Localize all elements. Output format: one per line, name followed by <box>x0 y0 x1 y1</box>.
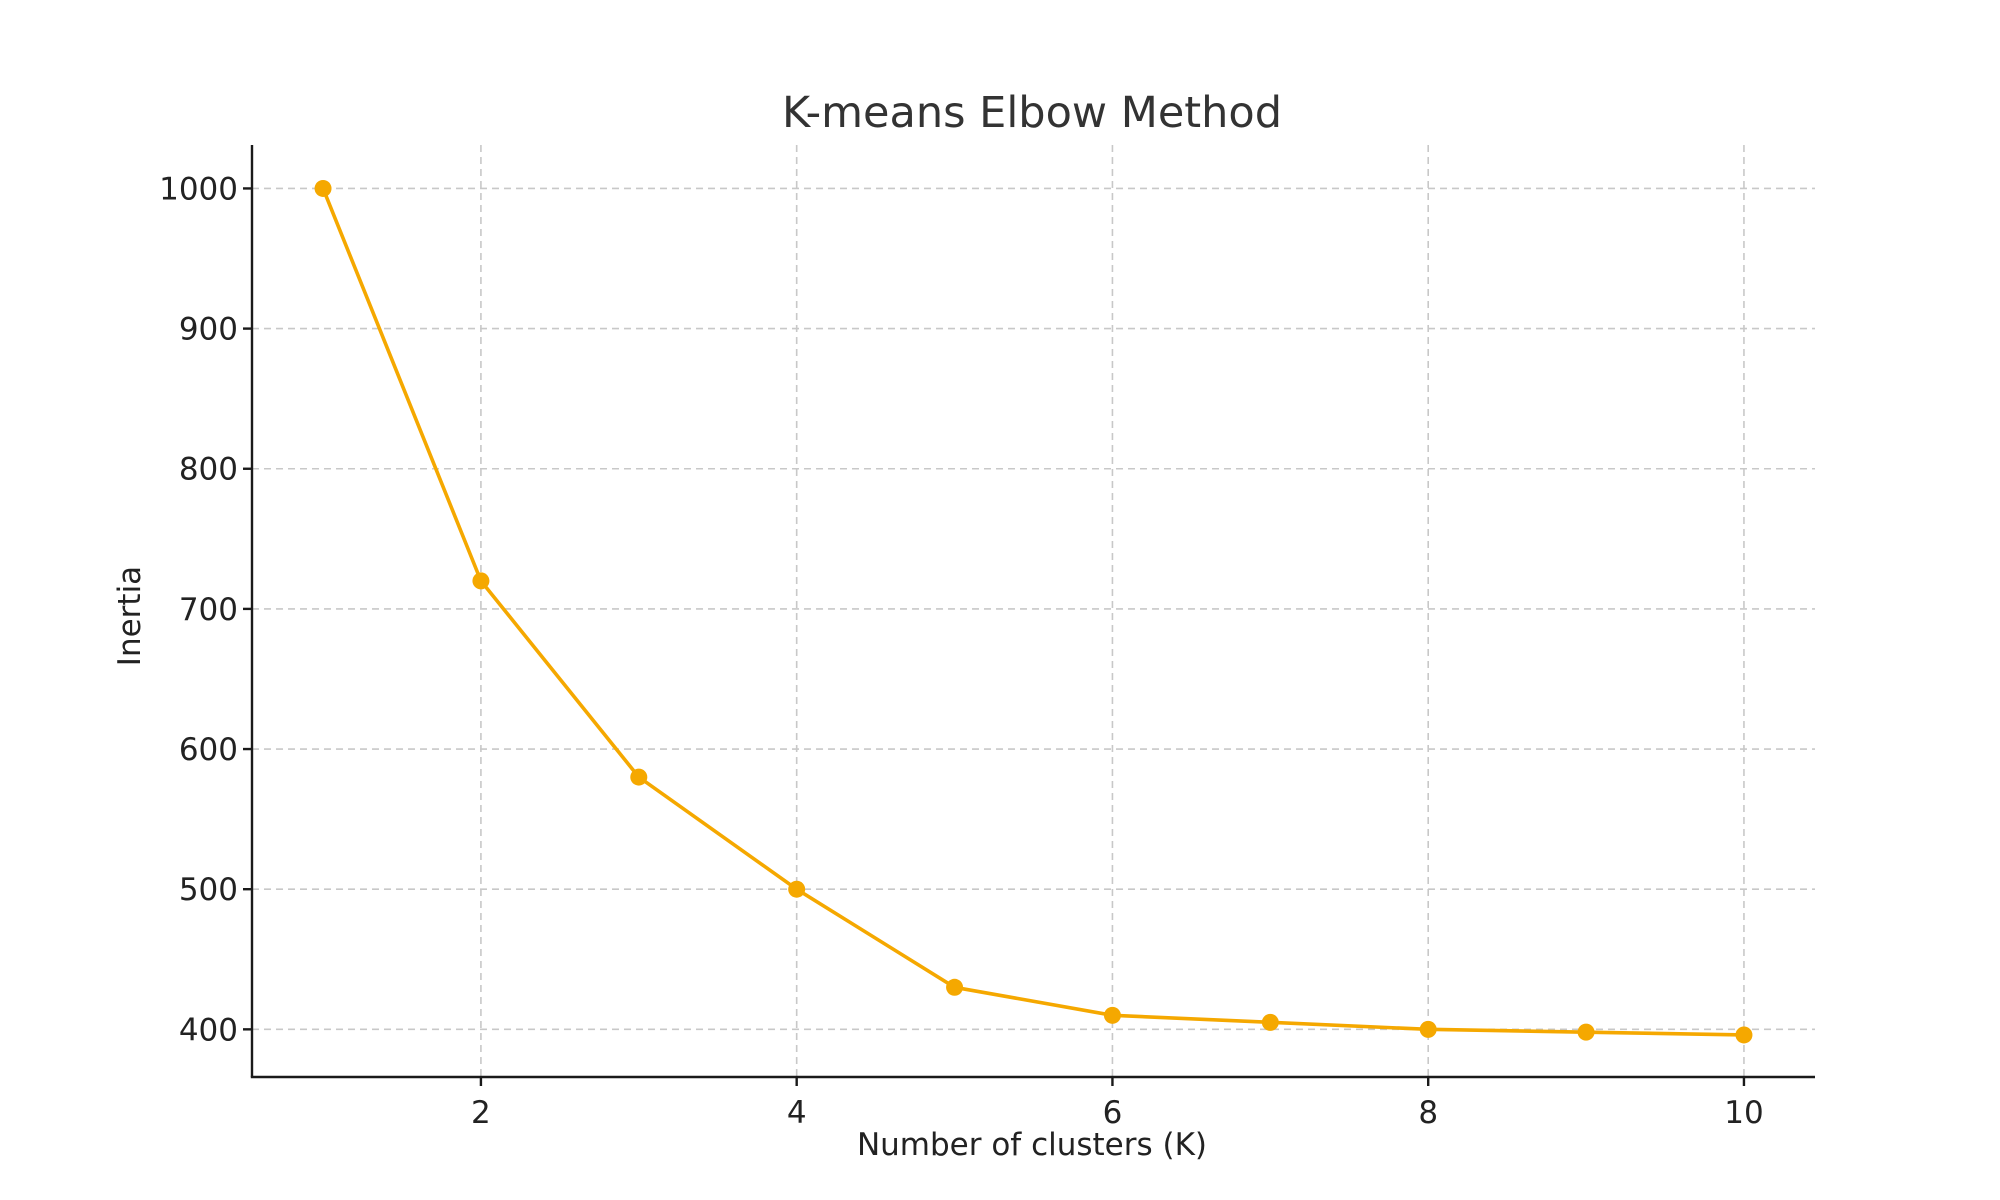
x-tick-label: 6 <box>1103 1095 1123 1131</box>
ticks: 2 4 6 8 10 400 500 600 700 800 900 1000 <box>159 171 1764 1131</box>
y-tick-label: 900 <box>179 312 238 348</box>
x-axis-label: Number of clusters (K) <box>857 1127 1207 1163</box>
y-tick-label: 400 <box>179 1012 238 1048</box>
data-point <box>788 880 806 898</box>
y-tick-label: 800 <box>179 452 238 488</box>
x-tick-label: 2 <box>471 1095 491 1131</box>
data-point <box>946 978 964 996</box>
data-point <box>1103 1006 1121 1024</box>
x-tick-label: 8 <box>1418 1095 1438 1131</box>
y-tick-label: 500 <box>179 872 238 908</box>
x-tick-label: 10 <box>1724 1095 1763 1131</box>
y-tick-label: 700 <box>179 592 238 628</box>
data-point <box>1735 1026 1753 1044</box>
chart-title: K-means Elbow Method <box>782 88 1282 138</box>
data-point <box>630 768 648 786</box>
data-point <box>1419 1020 1437 1038</box>
axes <box>250 145 1815 1079</box>
data-point <box>472 572 490 590</box>
data-point <box>314 179 332 197</box>
grid <box>252 145 1815 1077</box>
y-tick-label: 600 <box>179 732 238 768</box>
data-point <box>1577 1023 1595 1041</box>
y-axis-label: Inertia <box>112 566 148 666</box>
x-tick-label: 4 <box>787 1095 807 1131</box>
y-tick-label: 1000 <box>159 171 238 207</box>
series-line <box>321 186 1746 1037</box>
data-point <box>1261 1013 1279 1031</box>
series <box>314 179 1753 1044</box>
